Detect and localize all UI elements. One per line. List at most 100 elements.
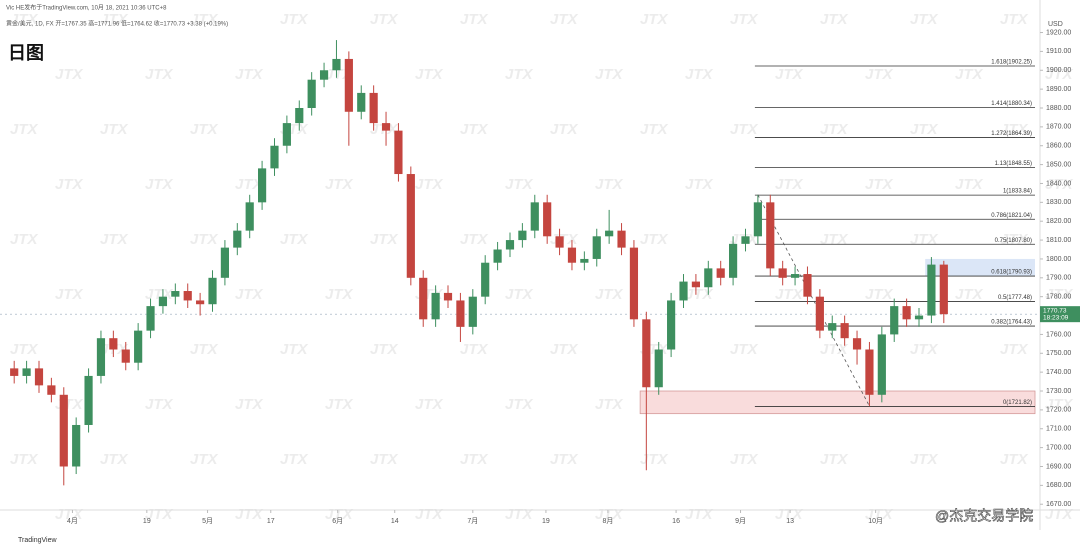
fib-label: 0.5(1777.48) xyxy=(998,295,1032,301)
y-tick-label: 1790.00 xyxy=(1046,275,1071,282)
watermark: JTX xyxy=(325,396,354,413)
watermark: JTX xyxy=(10,451,39,468)
watermark: JTX xyxy=(55,286,84,303)
watermark: JTX xyxy=(415,66,444,83)
watermark: JTX xyxy=(235,66,264,83)
candle-body xyxy=(394,130,403,175)
watermark: JTX xyxy=(55,66,84,83)
watermark: JTX xyxy=(10,11,39,28)
watermark: JTX xyxy=(685,506,714,523)
watermark: JTX xyxy=(685,286,714,303)
candle-body xyxy=(34,368,44,386)
y-tick-label: 1710.00 xyxy=(1046,426,1071,433)
candle-body xyxy=(47,385,56,395)
y-tick-label: 1690.00 xyxy=(1046,463,1071,470)
watermark: JTX xyxy=(280,231,309,248)
watermark: JTX xyxy=(820,121,849,138)
x-tick-label: 7月 xyxy=(467,517,478,525)
x-tick-label: 19 xyxy=(143,518,151,525)
candle-body xyxy=(939,264,948,315)
watermark: JTX xyxy=(145,396,174,413)
y-tick-label: 1730.00 xyxy=(1046,388,1071,395)
watermark: JTX xyxy=(595,286,624,303)
watermark: JTX xyxy=(100,11,129,28)
watermark: JTX xyxy=(505,506,534,523)
candle-body xyxy=(927,264,936,316)
candle-body xyxy=(790,274,800,278)
watermark: JTX xyxy=(55,176,84,193)
y-tick-label: 1830.00 xyxy=(1046,199,1071,206)
y-tick-label: 1700.00 xyxy=(1046,444,1071,451)
watermark: JTX xyxy=(955,66,984,83)
watermark: JTX xyxy=(910,451,939,468)
candle-body xyxy=(505,240,515,250)
watermark: JTX xyxy=(1045,506,1074,523)
fib-label: 1.13(1848.55) xyxy=(995,161,1032,167)
y-tick-label: 1910.00 xyxy=(1046,48,1071,55)
candle-body xyxy=(295,108,304,124)
candle-body xyxy=(815,296,824,331)
watermark: JTX xyxy=(10,231,39,248)
y-tick-label: 1870.00 xyxy=(1046,124,1071,131)
candle-body xyxy=(121,349,130,363)
watermark: JTX xyxy=(730,11,759,28)
watermark: JTX xyxy=(100,121,129,138)
watermark: JTX xyxy=(415,506,444,523)
watermark: JTX xyxy=(955,286,984,303)
fib-label: 1.414(1880.34) xyxy=(991,101,1032,107)
candle-body xyxy=(543,202,552,237)
watermark: JTX xyxy=(370,451,399,468)
fib-label: 1.618(1902.25) xyxy=(991,60,1032,66)
y-tick-label: 1890.00 xyxy=(1046,86,1071,93)
y-tick-label: 1750.00 xyxy=(1046,350,1071,357)
candle-body xyxy=(481,262,490,297)
candle-body xyxy=(381,123,391,131)
y-tick-label: 1920.00 xyxy=(1046,29,1071,36)
candle-body xyxy=(642,319,651,388)
candle-body xyxy=(171,291,180,297)
candle-body xyxy=(468,296,477,327)
candle-body xyxy=(865,349,874,395)
watermark: JTX xyxy=(595,396,624,413)
watermark: JTX xyxy=(10,121,39,138)
watermark: JTX xyxy=(235,286,264,303)
candle-body xyxy=(443,292,453,301)
x-tick-label: 10月 xyxy=(868,517,883,525)
y-tick-label: 1810.00 xyxy=(1046,237,1071,244)
candle-body xyxy=(530,202,539,231)
candle-body xyxy=(282,123,291,146)
candle-body xyxy=(592,236,601,259)
watermark: JTX xyxy=(190,121,219,138)
candle-body xyxy=(84,375,93,425)
watermark: JTX xyxy=(280,451,309,468)
candle-body xyxy=(96,338,106,376)
last-price-label: 1770.73 xyxy=(1043,307,1067,314)
candle-body xyxy=(72,424,81,467)
watermark: JTX xyxy=(190,231,219,248)
x-tick-label: 13 xyxy=(786,518,794,525)
candle-body xyxy=(245,202,254,231)
candle-body xyxy=(208,277,217,305)
candle-body xyxy=(456,300,465,327)
watermark: JTX xyxy=(910,11,939,28)
watermark: JTX xyxy=(640,451,669,468)
y-tick-label: 1760.00 xyxy=(1046,331,1071,338)
x-tick-label: 16 xyxy=(672,518,680,525)
candle-body xyxy=(629,247,639,320)
candle-body xyxy=(803,274,812,297)
candle-body xyxy=(828,323,837,331)
x-tick-label: 4月 xyxy=(67,517,78,525)
watermark: JTX xyxy=(820,231,849,248)
candle-body xyxy=(22,368,31,376)
candle-body xyxy=(59,394,68,467)
watermark: JTX xyxy=(145,66,174,83)
watermark: JTX xyxy=(550,121,579,138)
candle-body xyxy=(654,349,663,388)
candle-body xyxy=(567,247,577,263)
watermark: JTX xyxy=(685,66,714,83)
watermark: JTX xyxy=(1000,451,1029,468)
y-tick-label: 1900.00 xyxy=(1046,67,1071,74)
watermark: JTX xyxy=(100,231,129,248)
